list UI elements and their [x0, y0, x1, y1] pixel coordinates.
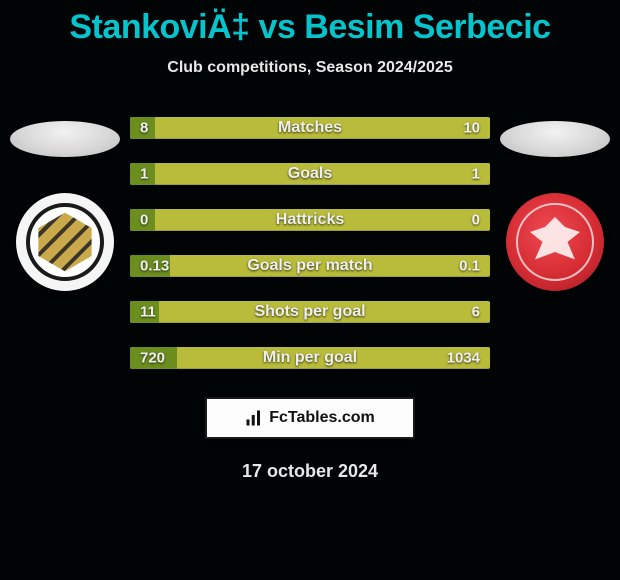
club-badge-right [506, 193, 604, 291]
stat-bar: 11 Shots per goal 6 [130, 301, 490, 323]
left-player-column [4, 115, 126, 291]
stat-value-right: 1034 [447, 350, 480, 367]
stat-label: Hattricks [276, 211, 344, 229]
stat-value-left: 720 [140, 350, 165, 367]
stat-bar: 720 Min per goal 1034 [130, 347, 490, 369]
club-badge-left [16, 193, 114, 291]
brand-box: FcTables.com [205, 397, 415, 439]
stat-value-right: 6 [472, 304, 480, 321]
page-subtitle: Club competitions, Season 2024/2025 [0, 59, 620, 77]
player-photo-placeholder-left [10, 121, 120, 157]
stat-value-right: 0 [472, 212, 480, 229]
stat-bar: 1 Goals 1 [130, 163, 490, 185]
stat-label: Shots per goal [254, 303, 365, 321]
stat-bar: 8 Matches 10 [130, 117, 490, 139]
stat-label: Matches [278, 119, 342, 137]
club-badge-right-inner [516, 203, 594, 281]
stat-label: Goals per match [247, 257, 372, 275]
stat-value-left: 1 [140, 166, 148, 183]
stat-bar: 0 Hattricks 0 [130, 209, 490, 231]
brand-text: FcTables.com [269, 409, 375, 427]
page-title: StankoviÄ‡ vs Besim Serbecic [0, 8, 620, 47]
stat-value-left: 11 [140, 304, 156, 321]
stat-bar: 0.13 Goals per match 0.1 [130, 255, 490, 277]
stat-value-right: 0.1 [459, 258, 480, 275]
club-badge-right-emblem [530, 217, 580, 267]
comparison-card: StankoviÄ‡ vs Besim Serbecic Club compet… [0, 0, 620, 482]
stat-value-left: 0 [140, 212, 148, 229]
chart-icon [245, 409, 263, 427]
stat-value-left: 8 [140, 120, 148, 137]
stat-label: Goals [288, 165, 332, 183]
stat-value-left: 0.13 [140, 258, 169, 275]
date-text: 17 october 2024 [0, 461, 620, 482]
stat-bars: 8Matches101Goals10Hattricks00.13Goals pe… [130, 115, 490, 369]
club-badge-left-inner [26, 203, 104, 281]
main-row: 8Matches101Goals10Hattricks00.13Goals pe… [0, 115, 620, 369]
stat-value-right: 10 [463, 120, 480, 137]
stat-label: Min per goal [263, 349, 357, 367]
right-player-column [494, 115, 616, 291]
club-badge-left-pattern [30, 207, 100, 277]
stat-value-right: 1 [472, 166, 480, 183]
player-photo-placeholder-right [500, 121, 610, 157]
